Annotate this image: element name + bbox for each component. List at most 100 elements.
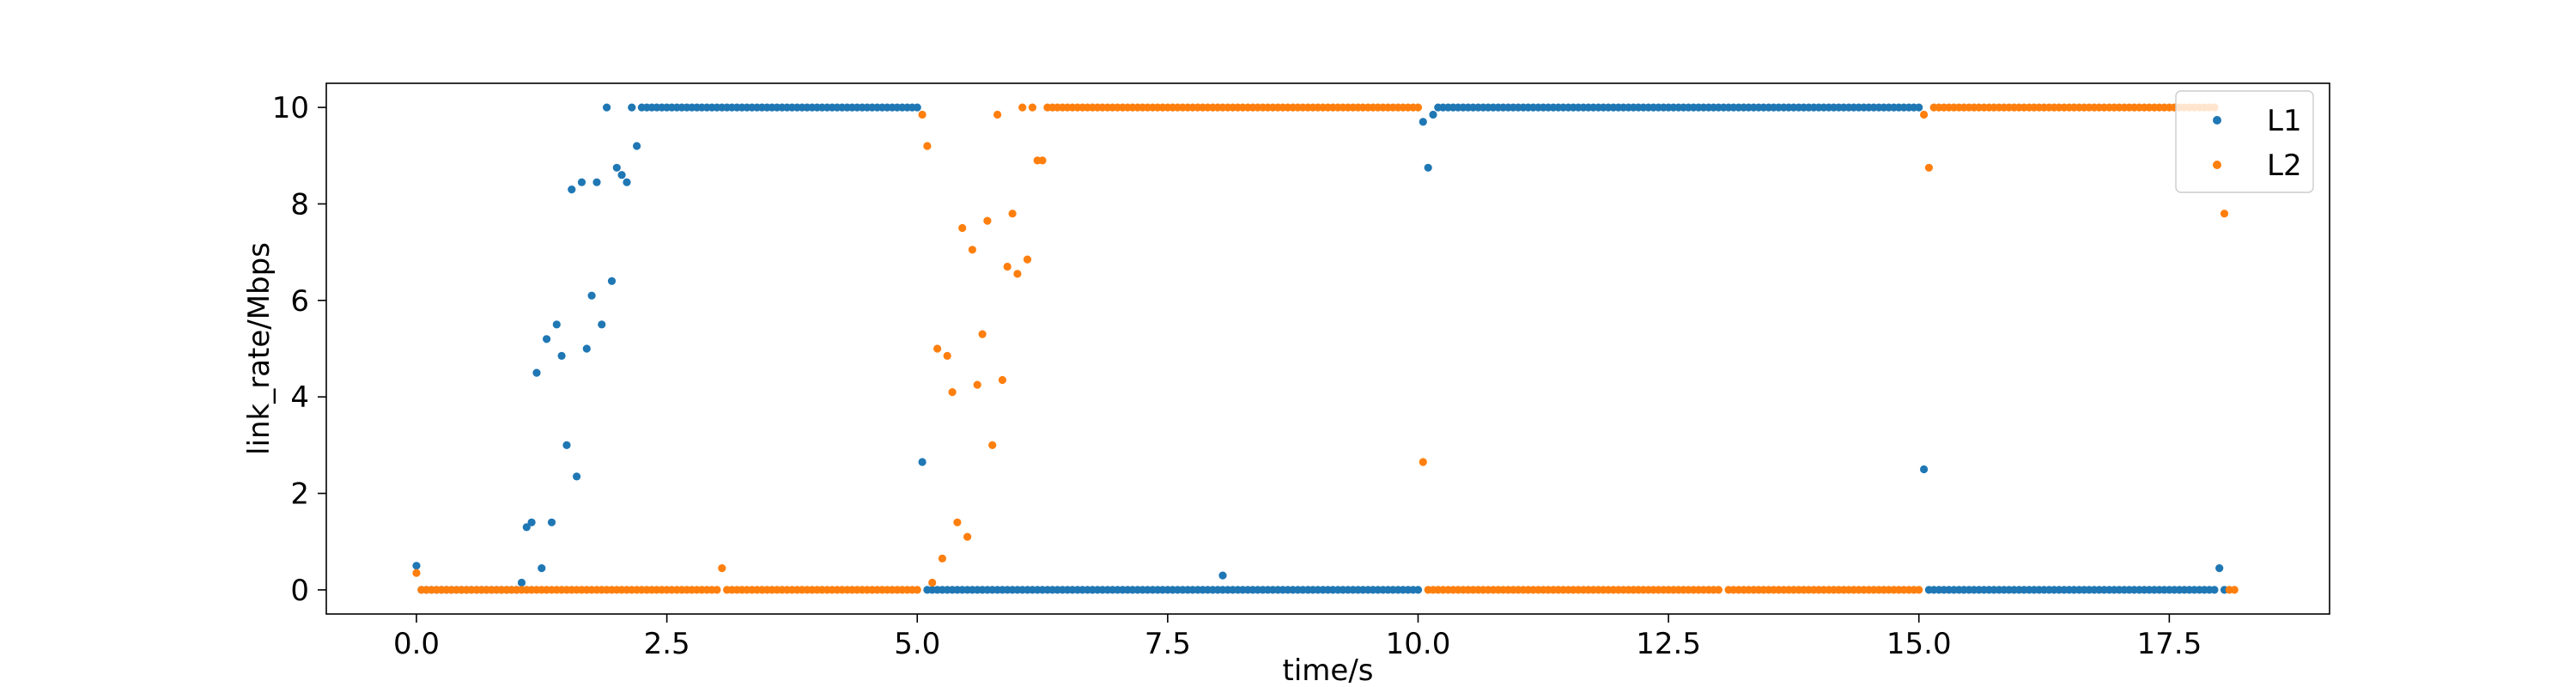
- data-point-l2: [1013, 270, 1022, 278]
- data-point-l1: [2215, 564, 2224, 573]
- data-point-l1: [913, 103, 921, 112]
- data-point-l1: [557, 351, 566, 360]
- data-point-l1: [547, 518, 556, 526]
- data-point-l1: [598, 320, 606, 329]
- data-point-l2: [988, 441, 997, 450]
- data-point-l1: [612, 163, 621, 172]
- x-tick-label: 0.0: [393, 627, 440, 661]
- data-point-l1: [1429, 110, 1437, 119]
- data-point-l2: [953, 518, 962, 526]
- x-axis-label: time/s: [1283, 654, 1374, 687]
- y-tick-label: 0: [290, 574, 309, 608]
- data-point-l1: [532, 368, 541, 377]
- data-point-l2: [923, 142, 932, 150]
- x-tick-label: 5.0: [894, 627, 940, 661]
- data-point-l1: [552, 320, 561, 329]
- data-point-l2: [1419, 458, 1427, 466]
- data-point-l2: [958, 223, 967, 233]
- legend-label-l1: L1: [2267, 104, 2302, 138]
- x-axis: 0.0 2.5 5.0 7.5 10.0 12.5 15.0 17.5: [393, 614, 2202, 661]
- data-point-l2: [983, 216, 992, 225]
- data-point-l2: [968, 246, 976, 254]
- data-point-l2: [938, 554, 946, 563]
- data-point-l2: [412, 568, 421, 577]
- data-point-l1: [2210, 586, 2219, 594]
- y-tick-label: 6: [290, 284, 309, 319]
- series-l1-points: [412, 103, 2229, 594]
- y-tick-label: 8: [290, 187, 309, 222]
- data-point-l2: [2230, 586, 2239, 594]
- data-point-l1: [628, 103, 636, 112]
- data-point-l1: [623, 178, 631, 186]
- data-point-l1: [517, 578, 526, 587]
- data-point-l1: [412, 562, 421, 570]
- data-point-l2: [1018, 103, 1027, 112]
- data-point-l1: [1920, 465, 1929, 474]
- data-point-l1: [538, 564, 546, 573]
- data-point-l1: [562, 441, 571, 450]
- data-point-l2: [1043, 103, 1052, 112]
- data-point-l2: [913, 586, 921, 594]
- data-point-l2: [1003, 262, 1012, 271]
- data-point-l1: [1915, 103, 1923, 112]
- legend-marker-l2: [2213, 161, 2221, 169]
- data-point-l2: [1028, 103, 1036, 112]
- data-point-l2: [993, 110, 1002, 119]
- data-point-l1: [1413, 586, 1423, 594]
- data-point-l2: [1920, 110, 1929, 119]
- series-l2-points: [412, 103, 2239, 594]
- data-point-l2: [948, 388, 957, 397]
- data-point-l2: [718, 564, 726, 573]
- data-point-l2: [1038, 156, 1047, 165]
- data-point-l2: [1714, 586, 1722, 594]
- data-point-l2: [998, 375, 1006, 385]
- data-point-l1: [577, 178, 586, 186]
- y-tick-label: 4: [290, 380, 309, 415]
- data-point-l2: [2220, 210, 2229, 218]
- data-point-l2: [1413, 103, 1423, 112]
- data-point-l1: [617, 171, 626, 179]
- legend: L1 L2: [2175, 90, 2314, 193]
- data-point-l2: [918, 110, 927, 119]
- legend-label-l2: L2: [2267, 149, 2302, 183]
- data-point-l1: [1424, 163, 1432, 172]
- data-point-l2: [713, 586, 721, 594]
- data-point-l2: [1915, 586, 1923, 594]
- x-tick-label: 2.5: [644, 627, 690, 661]
- data-point-l1: [918, 458, 927, 466]
- y-axis: 0 2 4 6 8 10: [272, 91, 326, 608]
- data-point-l2: [943, 351, 951, 360]
- data-point-l1: [573, 472, 581, 481]
- data-point-l1: [607, 277, 617, 285]
- x-tick-label: 15.0: [1886, 627, 1952, 661]
- data-point-l1: [592, 178, 601, 186]
- data-point-l2: [978, 330, 987, 338]
- data-point-l2: [1924, 163, 1933, 172]
- data-point-l1: [1218, 571, 1227, 580]
- x-tick-label: 7.5: [1145, 627, 1191, 661]
- x-tick-label: 10.0: [1386, 627, 1451, 661]
- data-point-l1: [603, 103, 611, 112]
- data-point-l2: [973, 380, 981, 389]
- data-point-l2: [1008, 210, 1017, 218]
- legend-marker-l1: [2213, 116, 2221, 125]
- y-axis-label: link_rate/Mbps: [242, 242, 276, 455]
- x-tick-label: 17.5: [2137, 627, 2202, 661]
- data-point-l1: [587, 291, 596, 300]
- y-tick-label: 10: [272, 91, 309, 125]
- plot-frame: [325, 82, 2330, 615]
- data-point-l1: [582, 344, 591, 353]
- data-point-l1: [923, 586, 932, 594]
- data-point-l1: [522, 523, 531, 532]
- legend-box: [2175, 90, 2314, 193]
- data-point-l1: [633, 142, 641, 150]
- data-point-l1: [543, 335, 551, 344]
- data-point-l2: [963, 532, 972, 541]
- y-tick-label: 2: [290, 477, 309, 512]
- data-point-l2: [1023, 255, 1032, 264]
- data-point-l2: [928, 578, 937, 587]
- data-point-l1: [527, 518, 536, 526]
- data-point-l1: [568, 185, 576, 194]
- data-point-l2: [933, 344, 942, 353]
